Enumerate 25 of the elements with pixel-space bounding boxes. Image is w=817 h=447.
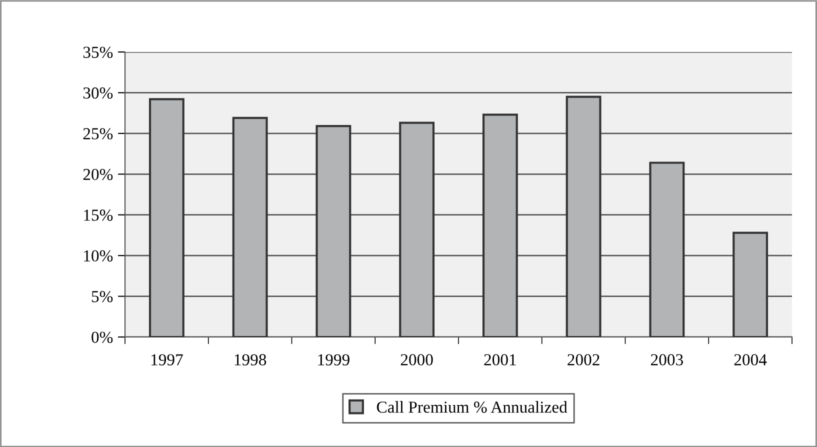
x-tick-label: 2000 — [400, 354, 433, 366]
x-tick-label: 1998 — [234, 354, 266, 366]
y-tick-label: 5% — [92, 290, 113, 302]
bar — [148, 98, 184, 337]
bar — [232, 116, 268, 337]
x-tick-label: 1999 — [318, 354, 350, 366]
legend-label: Call Premium % Annualized — [376, 401, 568, 413]
bar — [482, 114, 518, 337]
y-tick-label: 20% — [83, 168, 113, 180]
y-tick-label: 10% — [84, 250, 113, 262]
x-tick-label: 2004 — [734, 354, 767, 366]
bar — [649, 162, 685, 337]
y-tick-label: 0% — [92, 332, 113, 343]
x-tick-label: 2001 — [484, 354, 516, 366]
y-tick-label: 35% — [83, 46, 113, 58]
bar — [399, 122, 435, 337]
y-tick-label: 25% — [83, 128, 113, 140]
x-tick-label: 1997 — [151, 354, 183, 366]
y-tick-label: 15% — [84, 210, 113, 221]
bar — [566, 96, 602, 337]
bar — [316, 125, 352, 337]
x-tick-label: 2002 — [568, 354, 600, 366]
bar — [732, 232, 768, 337]
y-tick-label: 30% — [83, 87, 113, 99]
x-tick-label: 2003 — [651, 354, 683, 366]
